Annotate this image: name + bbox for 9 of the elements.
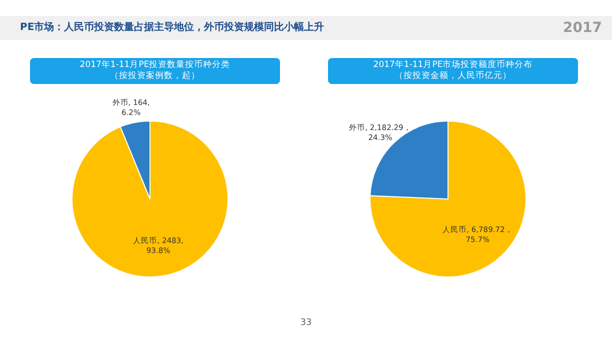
- pie-slice: [72, 120, 228, 278]
- chart-title: 2017年1-11月PE投资数量按币种分类: [78, 60, 232, 70]
- text: PE市场：人民币投资数量占据主导地位，外币投资规模同比小幅上升: [20, 22, 324, 33]
- text: 2017: [563, 20, 602, 36]
- chart-title: 2017年1-11月PE市场投资额度币种分布: [372, 60, 534, 71]
- text: 33: [299, 318, 313, 328]
- pie-slice: [370, 120, 526, 278]
- chart-subtitle: （按投资金额，人民币亿元）: [394, 71, 512, 82]
- chart-subtitle: （按投资案例数，起）: [109, 71, 201, 82]
